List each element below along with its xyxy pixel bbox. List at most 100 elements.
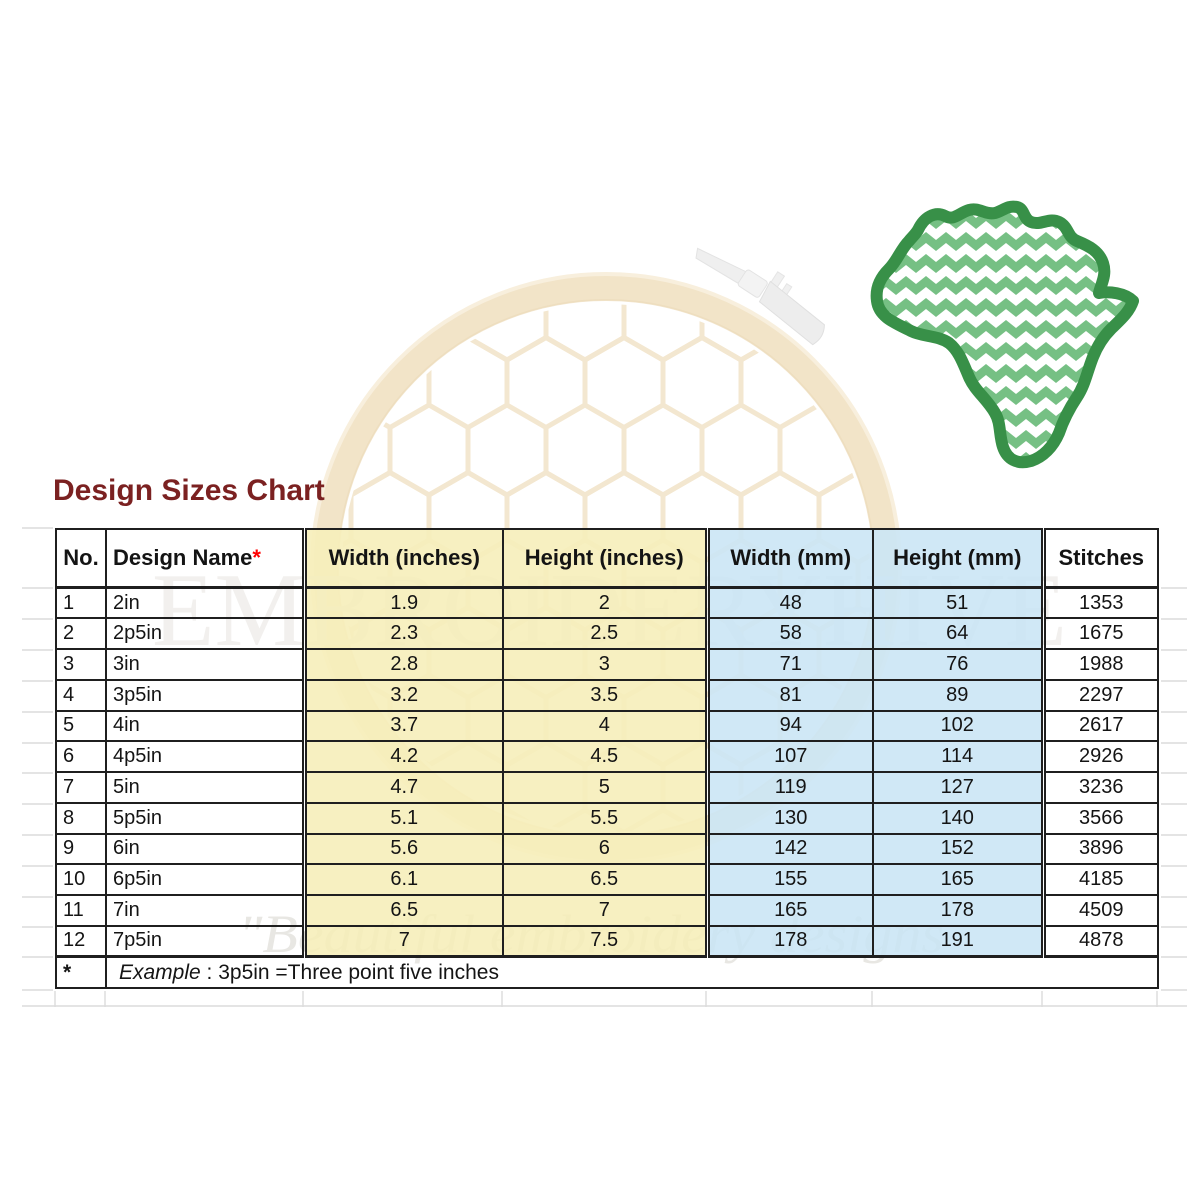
cell-height-mm: 140 bbox=[872, 801, 1044, 835]
col-header-no: No. bbox=[55, 528, 107, 589]
cell-height-inches: 2.5 bbox=[502, 617, 708, 650]
cell-width-mm: 81 bbox=[704, 678, 874, 712]
table-row: 4 3p5in 3.2 3.5 81 89 2297 bbox=[55, 678, 1159, 712]
cell-no: 1 bbox=[55, 586, 107, 620]
cell-design-name: 4p5in bbox=[105, 740, 305, 773]
cell-width-mm: 48 bbox=[704, 586, 874, 620]
footnote-example: Example : 3p5in =Three point five inches bbox=[105, 955, 1159, 989]
cell-design-name: 4in bbox=[105, 709, 305, 743]
cell-height-mm: 102 bbox=[872, 709, 1044, 743]
cell-height-inches: 3 bbox=[502, 648, 708, 681]
col-header-design-name: Design Name* bbox=[105, 528, 305, 589]
footnote-row: * Example : 3p5in =Three point five inch… bbox=[55, 955, 1159, 989]
col-header-width-mm: Width (mm) bbox=[704, 528, 874, 589]
example-label: Example bbox=[119, 960, 201, 984]
cell-height-mm: 191 bbox=[872, 924, 1044, 958]
design-sizes-table: No. Design Name* Width (inches) Height (… bbox=[55, 528, 1159, 989]
cell-no: 9 bbox=[55, 832, 107, 866]
table-row: 5 4in 3.7 4 94 102 2617 bbox=[55, 709, 1159, 743]
cell-no: 6 bbox=[55, 740, 107, 773]
cell-width-mm: 71 bbox=[704, 648, 874, 681]
cell-width-mm: 130 bbox=[704, 801, 874, 835]
col-header-width-inches: Width (inches) bbox=[301, 528, 504, 589]
cell-width-mm: 119 bbox=[704, 771, 874, 804]
cell-no: 2 bbox=[55, 617, 107, 650]
table-row: 6 4p5in 4.2 4.5 107 114 2926 bbox=[55, 740, 1159, 773]
cell-design-name: 5p5in bbox=[105, 801, 305, 835]
cell-width-mm: 178 bbox=[704, 924, 874, 958]
cell-height-mm: 64 bbox=[872, 617, 1044, 650]
cell-height-inches: 6 bbox=[502, 832, 708, 866]
col-header-stitches: Stitches bbox=[1040, 528, 1159, 589]
cell-height-mm: 127 bbox=[872, 771, 1044, 804]
cell-height-inches: 5 bbox=[502, 771, 708, 804]
cell-height-mm: 165 bbox=[872, 863, 1044, 896]
cell-design-name: 6in bbox=[105, 832, 305, 866]
cell-width-inches: 1.9 bbox=[301, 586, 504, 620]
cell-no: 5 bbox=[55, 709, 107, 743]
cell-width-inches: 6.1 bbox=[301, 863, 504, 896]
cell-design-name: 2p5in bbox=[105, 617, 305, 650]
cell-width-mm: 165 bbox=[704, 894, 874, 927]
cell-stitches: 4185 bbox=[1040, 863, 1159, 896]
cell-stitches: 3236 bbox=[1040, 771, 1159, 804]
cell-height-inches: 5.5 bbox=[502, 801, 708, 835]
cell-design-name: 3p5in bbox=[105, 678, 305, 712]
cell-design-name: 5in bbox=[105, 771, 305, 804]
cell-height-inches: 7.5 bbox=[502, 924, 708, 958]
table-row: 12 7p5in 7 7.5 178 191 4878 bbox=[55, 924, 1159, 958]
cell-design-name: 6p5in bbox=[105, 863, 305, 896]
design-name-label: Design Name bbox=[113, 545, 253, 570]
cell-stitches: 1353 bbox=[1040, 586, 1159, 620]
col-header-height-inches: Height (inches) bbox=[502, 528, 708, 589]
cell-width-inches: 3.2 bbox=[301, 678, 504, 712]
sheet-gridlines bbox=[22, 527, 1187, 1007]
table-row: 7 5in 4.7 5 119 127 3236 bbox=[55, 771, 1159, 804]
table-row: 10 6p5in 6.1 6.5 155 165 4185 bbox=[55, 863, 1159, 896]
africa-shape bbox=[870, 200, 1139, 469]
cell-no: 8 bbox=[55, 801, 107, 835]
table-row: 8 5p5in 5.1 5.5 130 140 3566 bbox=[55, 801, 1159, 835]
cell-height-inches: 3.5 bbox=[502, 678, 708, 712]
cell-width-inches: 5.1 bbox=[301, 801, 504, 835]
cell-height-inches: 7 bbox=[502, 894, 708, 927]
cell-stitches: 2926 bbox=[1040, 740, 1159, 773]
cell-width-mm: 58 bbox=[704, 617, 874, 650]
page-title: Design Sizes Chart bbox=[53, 474, 325, 507]
cell-no: 12 bbox=[55, 924, 107, 958]
cell-width-inches: 2.8 bbox=[301, 648, 504, 681]
cell-stitches: 4509 bbox=[1040, 894, 1159, 927]
cell-stitches: 1988 bbox=[1040, 648, 1159, 681]
cell-width-inches: 4.2 bbox=[301, 740, 504, 773]
cell-width-inches: 7 bbox=[301, 924, 504, 958]
cell-no: 7 bbox=[55, 771, 107, 804]
cell-no: 4 bbox=[55, 678, 107, 712]
cell-stitches: 1675 bbox=[1040, 617, 1159, 650]
cell-height-inches: 6.5 bbox=[502, 863, 708, 896]
table-row: 3 3in 2.8 3 71 76 1988 bbox=[55, 648, 1159, 681]
needle-icon bbox=[695, 247, 825, 346]
cell-design-name: 3in bbox=[105, 648, 305, 681]
table-row: 1 2in 1.9 2 48 51 1353 bbox=[55, 586, 1159, 620]
cell-width-mm: 155 bbox=[704, 863, 874, 896]
cell-height-mm: 76 bbox=[872, 648, 1044, 681]
cell-height-mm: 152 bbox=[872, 832, 1044, 866]
cell-stitches: 4878 bbox=[1040, 924, 1159, 958]
required-asterisk: * bbox=[252, 545, 261, 570]
cell-stitches: 2297 bbox=[1040, 678, 1159, 712]
cell-height-mm: 51 bbox=[872, 586, 1044, 620]
header-row: No. Design Name* Width (inches) Height (… bbox=[55, 528, 1159, 589]
cell-width-inches: 2.3 bbox=[301, 617, 504, 650]
cell-height-mm: 178 bbox=[872, 894, 1044, 927]
cell-width-inches: 3.7 bbox=[301, 709, 504, 743]
cell-design-name: 7in bbox=[105, 894, 305, 927]
col-header-height-mm: Height (mm) bbox=[872, 528, 1044, 589]
footnote-asterisk: * bbox=[55, 955, 107, 989]
table-row: 11 7in 6.5 7 165 178 4509 bbox=[55, 894, 1159, 927]
cell-height-inches: 4.5 bbox=[502, 740, 708, 773]
cell-design-name: 2in bbox=[105, 586, 305, 620]
cell-height-inches: 2 bbox=[502, 586, 708, 620]
cell-height-mm: 114 bbox=[872, 740, 1044, 773]
table-row: 2 2p5in 2.3 2.5 58 64 1675 bbox=[55, 617, 1159, 650]
cell-no: 3 bbox=[55, 648, 107, 681]
